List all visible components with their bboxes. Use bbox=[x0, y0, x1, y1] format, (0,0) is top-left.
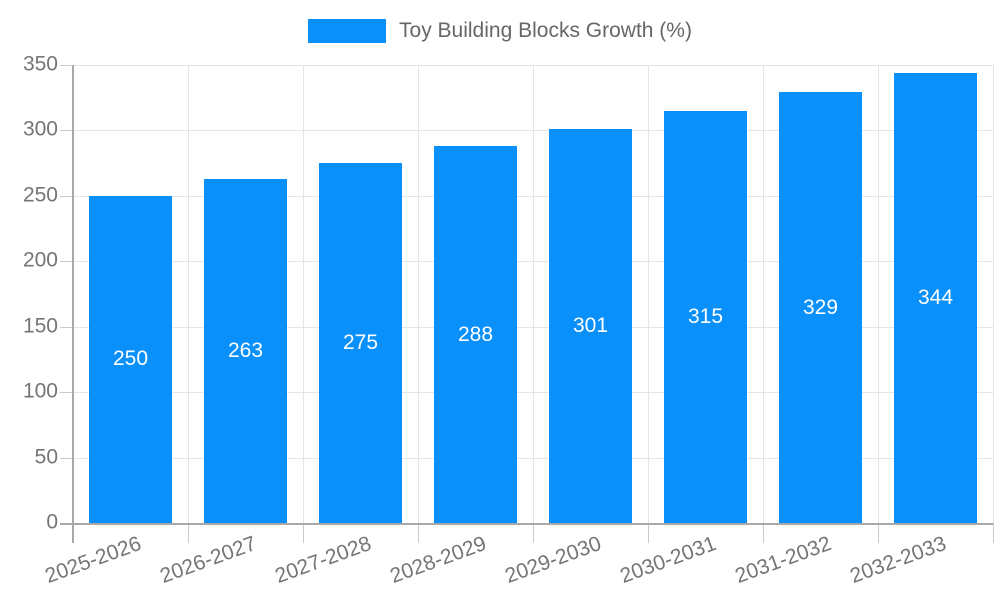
x-axis-tick-label: 2031-2032 bbox=[732, 532, 835, 588]
y-axis-tick-label: 350 bbox=[22, 52, 58, 76]
x-tick-mark bbox=[878, 523, 879, 543]
y-tick-mark bbox=[60, 130, 72, 132]
x-axis-tick-label: 2032-2033 bbox=[847, 532, 950, 588]
v-gridline bbox=[418, 65, 419, 523]
bar: 315 bbox=[664, 110, 747, 523]
plot-area: 0 50 100 150 200 250 300 350 250 263 275 288 301 315 3… bbox=[23, 53, 994, 588]
y-tick-mark bbox=[60, 65, 72, 66]
bar-value-label: 263 bbox=[227, 338, 264, 362]
y-tick-mark bbox=[60, 392, 72, 394]
x-axis-tick-label: 2030-2031 bbox=[617, 532, 720, 588]
x-tick-mark bbox=[993, 523, 994, 543]
x-tick-mark bbox=[763, 523, 764, 543]
y-tick-mark bbox=[60, 457, 72, 459]
bar: 263 bbox=[204, 178, 287, 523]
v-gridline bbox=[303, 65, 304, 523]
x-tick-mark bbox=[648, 523, 649, 543]
x-axis-tick-label: 2027-2028 bbox=[272, 532, 375, 588]
bar: 275 bbox=[319, 163, 402, 523]
bar: 288 bbox=[434, 146, 517, 523]
x-tick-mark bbox=[533, 523, 534, 543]
chart-legend: Toy Building Blocks Growth (%) bbox=[0, 19, 1000, 43]
v-gridline bbox=[993, 65, 994, 523]
y-axis-tick-label: 100 bbox=[22, 379, 58, 403]
legend-color-swatch bbox=[308, 19, 387, 43]
x-tick-mark bbox=[303, 523, 304, 543]
bar-value-label: 344 bbox=[917, 285, 954, 309]
v-gridline bbox=[533, 65, 534, 523]
y-tick-mark bbox=[60, 195, 72, 197]
y-axis-tick-label: 50 bbox=[34, 445, 58, 469]
legend-label: Toy Building Blocks Growth (%) bbox=[399, 19, 692, 42]
y-axis-tick-label: 0 bbox=[46, 510, 58, 534]
bar-value-label: 288 bbox=[457, 322, 494, 346]
y-tick-mark bbox=[60, 326, 72, 328]
bar-value-label: 301 bbox=[572, 314, 609, 338]
y-axis-line bbox=[72, 65, 74, 543]
v-gridline bbox=[763, 65, 764, 523]
y-axis-tick-label: 200 bbox=[22, 248, 58, 272]
x-axis-line bbox=[60, 523, 993, 525]
bar: 301 bbox=[549, 129, 632, 523]
y-axis-tick-label: 250 bbox=[22, 183, 58, 207]
bar: 329 bbox=[779, 92, 862, 523]
y-axis-tick-label: 150 bbox=[22, 314, 58, 338]
x-axis-tick-label: 2028-2029 bbox=[387, 532, 490, 588]
bar: 344 bbox=[894, 72, 977, 523]
v-gridline bbox=[648, 65, 649, 523]
bar-value-label: 250 bbox=[112, 347, 149, 371]
x-axis-tick-label: 2025-2026 bbox=[42, 532, 145, 588]
bar-value-label: 275 bbox=[342, 331, 379, 355]
y-axis-tick-label: 300 bbox=[22, 117, 58, 141]
x-tick-mark bbox=[188, 523, 189, 543]
x-axis-tick-label: 2029-2030 bbox=[502, 532, 605, 588]
bar: 250 bbox=[89, 195, 172, 523]
v-gridline bbox=[878, 65, 879, 523]
v-gridline bbox=[188, 65, 189, 523]
bar-value-label: 329 bbox=[802, 295, 839, 319]
bar-value-label: 315 bbox=[687, 304, 724, 328]
y-tick-mark bbox=[60, 261, 72, 263]
x-axis-tick-label: 2026-2027 bbox=[157, 532, 260, 588]
x-tick-mark bbox=[418, 523, 419, 543]
